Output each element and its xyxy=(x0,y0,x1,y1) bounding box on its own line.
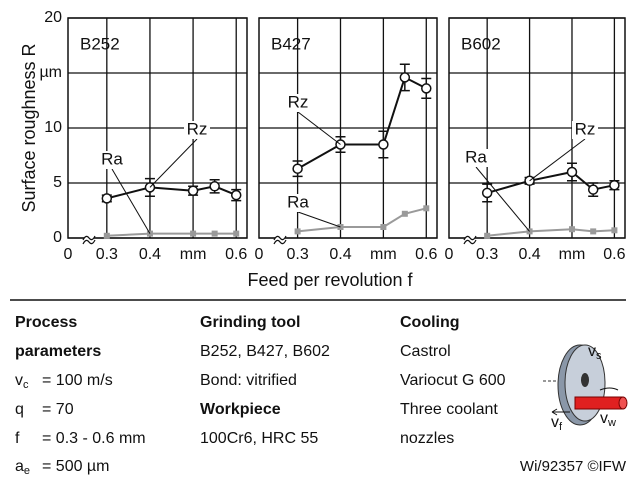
label: vs xyxy=(588,343,602,362)
section-title: Workpiece xyxy=(200,401,281,418)
text-line: B252, B427, B602 xyxy=(200,343,330,360)
text-line: Bond: vitrified xyxy=(200,372,297,389)
data-point xyxy=(232,191,241,200)
data-point xyxy=(189,186,198,195)
credit: Wi/92357 ©IFW xyxy=(520,458,627,475)
data-point xyxy=(233,231,239,237)
data-point xyxy=(102,194,111,203)
data-point xyxy=(590,228,596,234)
symbol: v xyxy=(551,414,559,431)
y-axis-label: Surface roughness R xyxy=(19,43,39,212)
data-point xyxy=(212,231,218,237)
data-point xyxy=(293,164,302,173)
panel-title: B427 xyxy=(271,34,311,53)
x-tick-label: mm xyxy=(559,246,586,263)
symbol: a xyxy=(15,458,24,475)
symbol: q xyxy=(15,401,24,418)
value: = 500 µm xyxy=(42,458,109,475)
section-title: Grinding tool xyxy=(200,314,300,331)
symbol: v xyxy=(15,372,23,389)
series-label: Ra xyxy=(465,147,487,166)
workpiece-end xyxy=(619,397,627,409)
parameter: f = 0.3 - 0.6 mm xyxy=(15,430,146,447)
x-tick-label: 0.3 xyxy=(286,246,308,263)
section-title: Cooling xyxy=(400,314,460,331)
data-point xyxy=(569,226,575,232)
text-line: nozzles xyxy=(400,430,454,447)
y-tick-label: 5 xyxy=(53,174,62,191)
y-tick-label: 10 xyxy=(44,119,62,136)
x-origin-label: 0 xyxy=(255,246,264,263)
data-point xyxy=(104,233,110,239)
x-tick-label: 0.3 xyxy=(96,246,118,263)
y-tick-label: 20 xyxy=(44,9,62,26)
parameter: vc = 100 m/s xyxy=(15,372,113,391)
text-line: 100Cr6, HRC 55 xyxy=(200,430,318,447)
parameter: ae = 500 µm xyxy=(15,458,109,477)
data-point xyxy=(400,73,409,82)
data-point xyxy=(190,231,196,237)
data-point xyxy=(567,168,576,177)
wheel-hub xyxy=(581,373,589,387)
y-tick-label: µm xyxy=(39,64,62,81)
y-tick-label: 0 xyxy=(53,229,62,246)
subscript: f xyxy=(559,421,563,433)
data-point xyxy=(295,228,301,234)
parameter: q = 70 xyxy=(15,401,74,418)
symbol: f xyxy=(15,430,20,447)
data-point xyxy=(379,140,388,149)
series-label: Ra xyxy=(287,192,309,211)
x-axis-label: Feed per revolution f xyxy=(247,270,413,290)
workpiece xyxy=(575,397,623,409)
text-line: Variocut G 600 xyxy=(400,372,506,389)
x-tick-label: 0.4 xyxy=(329,246,351,263)
subscript: c xyxy=(23,379,29,391)
subscript: w xyxy=(607,417,616,429)
series-label: Rz xyxy=(187,119,208,138)
x-origin-label: 0 xyxy=(64,246,73,263)
symbol: v xyxy=(600,410,608,427)
data-point xyxy=(589,185,598,194)
figure: Surface roughness R Feed per revolution … xyxy=(0,0,636,479)
panel-title: B252 xyxy=(80,34,120,53)
label: vw xyxy=(600,410,616,429)
x-tick-label: 0.3 xyxy=(476,246,498,263)
series-label: Rz xyxy=(288,92,309,111)
value: = 0.3 - 0.6 mm xyxy=(42,430,146,447)
value: = 70 xyxy=(42,401,74,418)
series-label: Ra xyxy=(101,149,123,168)
value: = 100 m/s xyxy=(42,372,113,389)
data-point xyxy=(611,227,617,233)
data-point xyxy=(484,233,490,239)
text-line: Three coolant xyxy=(400,401,498,418)
x-tick-label: 0.6 xyxy=(415,246,437,263)
panel-title: B602 xyxy=(461,34,501,53)
text-line: Castrol xyxy=(400,343,451,360)
data-point xyxy=(380,224,386,230)
x-tick-label: 0.6 xyxy=(225,246,247,263)
x-origin-label: 0 xyxy=(445,246,454,263)
label: vf xyxy=(551,414,563,433)
section-title: Process xyxy=(15,314,77,331)
x-tick-label: 0.4 xyxy=(139,246,161,263)
data-point xyxy=(423,205,429,211)
x-tick-label: mm xyxy=(370,246,397,263)
data-point xyxy=(422,84,431,93)
x-tick-label: 0.6 xyxy=(603,246,625,263)
subscript: e xyxy=(24,465,30,477)
grinding-icon: vs vf vw xyxy=(543,343,627,433)
data-point xyxy=(210,182,219,191)
x-tick-label: mm xyxy=(180,246,207,263)
data-point xyxy=(483,188,492,197)
data-point xyxy=(402,211,408,217)
data-point xyxy=(610,181,619,190)
section-title: parameters xyxy=(15,343,101,360)
symbol: v xyxy=(588,343,596,360)
subscript: s xyxy=(596,350,602,362)
series-label: Rz xyxy=(575,119,596,138)
x-tick-label: 0.4 xyxy=(518,246,540,263)
